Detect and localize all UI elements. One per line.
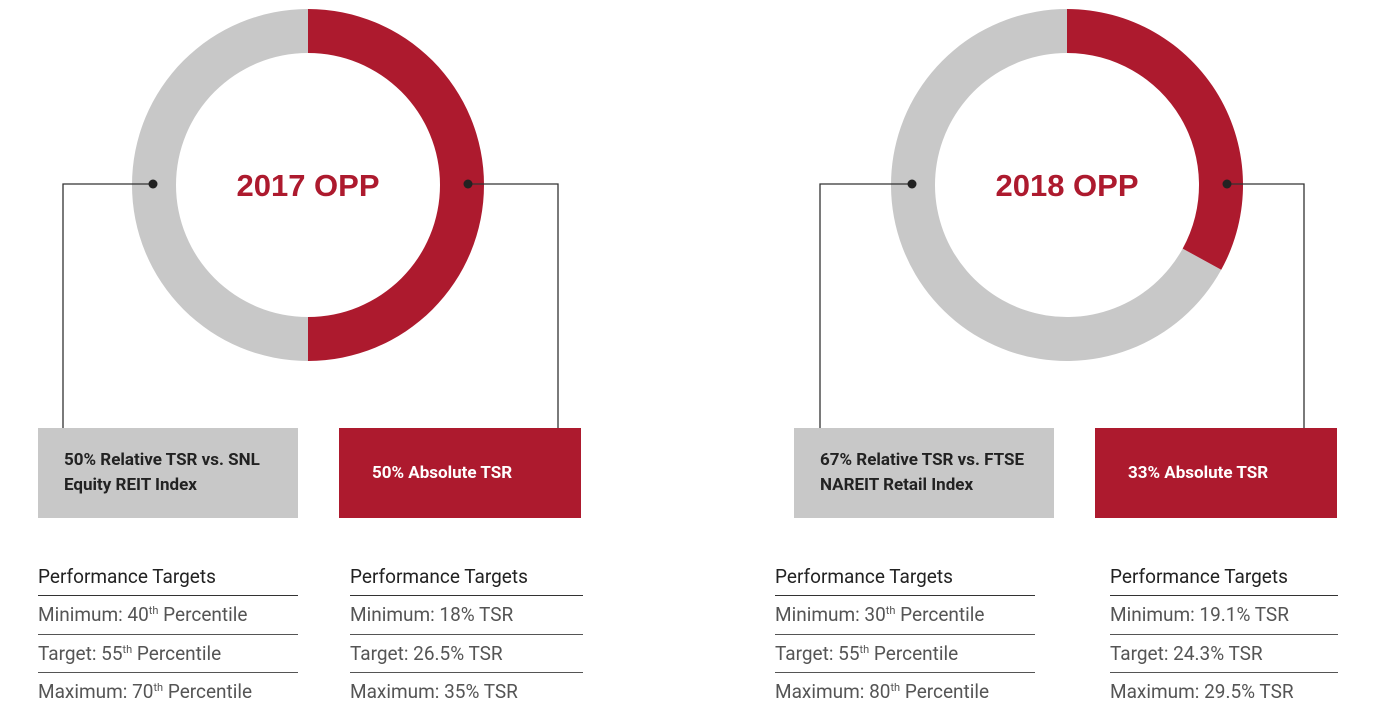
- connector: [62, 183, 153, 428]
- row-text-rest: Percentile: [158, 603, 248, 626]
- connector: [819, 183, 912, 428]
- connector-dot: [463, 179, 473, 189]
- segment-label: 33% Absolute TSR: [1128, 462, 1269, 483]
- table-row: Minimum: 19.1% TSR: [1110, 596, 1338, 634]
- row-text: Minimum: 18% TSR: [350, 603, 514, 626]
- table-header: Performance Targets: [350, 558, 583, 596]
- row-text-rest: Percentile: [132, 642, 222, 665]
- row-superscript: th: [153, 681, 164, 694]
- table-row: Target: 55th Percentile: [775, 634, 1035, 672]
- table-row: Maximum: 70th Percentile: [38, 672, 298, 708]
- row-text: Maximum: 80: [775, 680, 891, 703]
- table-row: Target: 55th Percentile: [38, 634, 298, 672]
- row-text: Minimum: 40: [38, 603, 149, 626]
- table-header: Performance Targets: [775, 558, 1035, 596]
- row-text-rest: Percentile: [869, 642, 959, 665]
- segment-label-box: 50% Absolute TSR: [339, 428, 581, 518]
- table-row: Maximum: 80th Percentile: [775, 672, 1035, 708]
- segment-label-box: 50% Relative TSR vs. SNL Equity REIT Ind…: [38, 428, 298, 518]
- row-text: Maximum: 70: [38, 680, 154, 703]
- row-text: Minimum: 19.1% TSR: [1110, 603, 1289, 626]
- donut-segment: [1067, 9, 1243, 270]
- row-superscript: th: [885, 604, 896, 617]
- table-row: Minimum: 18% TSR: [350, 596, 583, 634]
- row-superscript: th: [122, 643, 133, 656]
- table-row: Maximum: 35% TSR: [350, 672, 583, 708]
- segment-label: 50% Absolute TSR: [372, 462, 513, 483]
- row-superscript: th: [890, 681, 901, 694]
- connector: [1227, 183, 1305, 428]
- row-text-rest: Percentile: [163, 680, 253, 703]
- targets-table: Performance Targets Minimum: 19.1% TSR Tar…: [1110, 558, 1338, 708]
- segment-label: 50% Relative TSR vs. SNL Equity REIT Ind…: [64, 450, 260, 495]
- table-row: Maximum: 29.5% TSR: [1110, 672, 1338, 708]
- connector-dot: [1222, 179, 1232, 189]
- row-text-rest: Percentile: [895, 603, 985, 626]
- connector: [468, 183, 559, 428]
- row-text: Maximum: 35% TSR: [350, 680, 518, 703]
- targets-table: Performance Targets Minimum: 18% TSR Targe…: [350, 558, 583, 708]
- connector-dot: [148, 179, 158, 189]
- targets-table: Performance Targets Minimum: 30th Percent…: [775, 558, 1035, 708]
- row-superscript: th: [859, 643, 870, 656]
- table-row: Minimum: 40th Percentile: [38, 596, 298, 634]
- segment-label-box: 67% Relative TSR vs. FTSE NAREIT Retail …: [794, 428, 1054, 518]
- row-superscript: th: [148, 604, 159, 617]
- table-header: Performance Targets: [1110, 558, 1338, 596]
- chart-title: 2018 OPP: [995, 168, 1138, 203]
- table-row: Target: 24.3% TSR: [1110, 634, 1338, 672]
- targets-table: Performance Targets Minimum: 40th Percent…: [38, 558, 298, 708]
- table-row: Target: 26.5% TSR: [350, 634, 583, 672]
- donut-segment: [308, 9, 484, 361]
- row-text: Target: 55: [38, 642, 123, 665]
- segment-label: 67% Relative TSR vs. FTSE NAREIT Retail …: [820, 450, 1025, 495]
- row-text-rest: Percentile: [900, 680, 990, 703]
- row-text: Target: 24.3% TSR: [1110, 642, 1263, 665]
- connector-dot: [907, 179, 917, 189]
- donut-segment: [132, 9, 308, 361]
- segment-label-box: 33% Absolute TSR: [1095, 428, 1337, 518]
- chart-title: 2017 OPP: [236, 168, 379, 203]
- row-text: Target: 55: [775, 642, 860, 665]
- table-header: Performance Targets: [38, 558, 298, 596]
- row-text: Target: 26.5% TSR: [350, 642, 503, 665]
- row-text: Maximum: 29.5% TSR: [1110, 680, 1294, 703]
- row-text: Minimum: 30: [775, 603, 886, 626]
- table-row: Minimum: 30th Percentile: [775, 596, 1035, 634]
